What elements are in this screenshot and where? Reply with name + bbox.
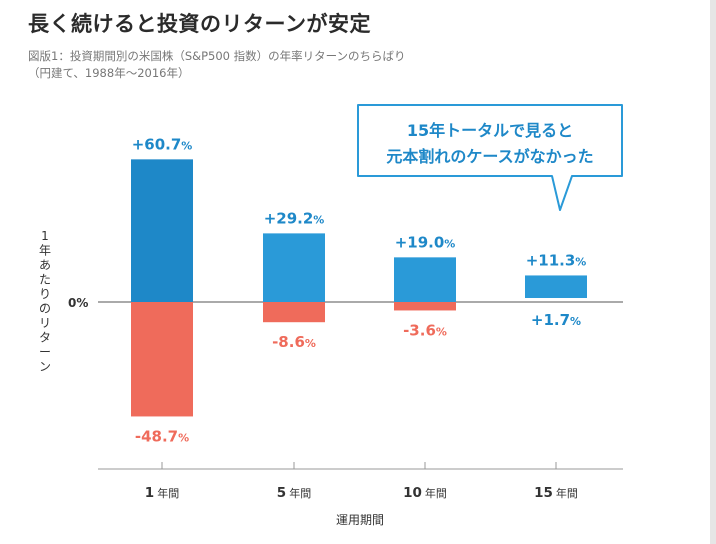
zero-label: 0% <box>68 296 88 310</box>
bar-min <box>263 302 325 323</box>
bar-max <box>394 257 456 302</box>
right-frame-edge <box>710 0 716 544</box>
category-label: 1 年間 <box>145 485 179 501</box>
max-value-label: +29.2% <box>264 209 325 227</box>
max-value-label: +19.0% <box>395 233 456 251</box>
category-label: 5 年間 <box>277 485 311 501</box>
min-value-label: +1.7% <box>531 311 581 329</box>
callout-line-2: 元本割れのケースがなかった <box>386 147 593 166</box>
min-value-label: -3.6% <box>403 321 447 339</box>
min-value-label: -8.6% <box>272 333 316 351</box>
min-value-label: -48.7% <box>135 427 189 445</box>
max-value-label: +60.7% <box>132 135 193 153</box>
y-axis-title: 1 年あたりのリターン <box>39 229 51 374</box>
chart-title: 長く続けると投資のリターンが安定 <box>28 12 371 36</box>
bar-range <box>525 275 587 299</box>
x-axis-title: 運用期間 <box>336 513 384 527</box>
bar-max <box>263 233 325 302</box>
subtitle-line-1: 図版1：投資期間別の米国株（S&P500 指数）の年率リターンのちらばり <box>28 49 406 63</box>
bar-min <box>131 302 193 417</box>
callout-line-1: 15年トータルで見ると <box>407 121 573 140</box>
max-value-label: +11.3% <box>526 251 587 269</box>
bar-max <box>131 159 193 302</box>
callout-outline <box>357 104 623 211</box>
chart-subtitle: 図版1：投資期間別の米国株（S&P500 指数）の年率リターンのちらばり （円建… <box>28 48 406 82</box>
bar-min <box>394 302 456 311</box>
category-label: 15 年間 <box>534 485 578 501</box>
subtitle-line-2: （円建て、1988年〜2016年） <box>28 66 190 80</box>
category-label: 10 年間 <box>403 485 447 501</box>
